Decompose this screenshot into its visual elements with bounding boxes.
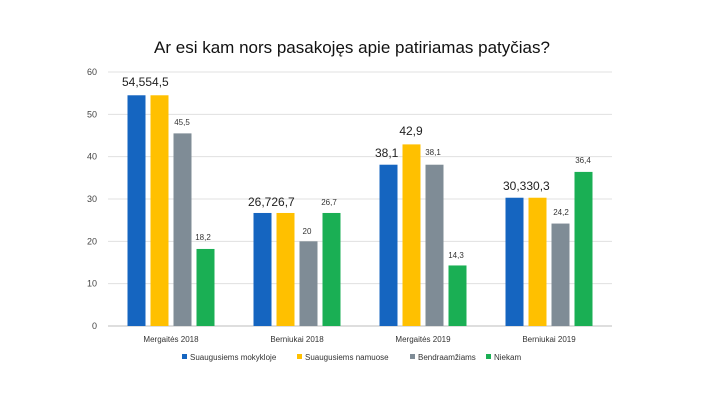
y-tick-label: 40 (87, 152, 97, 162)
chart-title: Ar esi kam nors pasakojęs apie patiriama… (154, 38, 550, 57)
data-label: 26,726,7 (248, 195, 295, 209)
bar (425, 164, 444, 326)
data-label: 14,3 (448, 251, 464, 260)
x-tick-label: Berniukai 2018 (270, 335, 324, 344)
data-label: 54,554,5 (122, 75, 169, 89)
y-tick-label: 10 (87, 279, 97, 289)
data-labels: 54,554,545,518,226,726,72026,738,142,938… (122, 75, 591, 260)
legend-label: Suaugusiems namuose (305, 353, 389, 362)
bar (299, 241, 318, 326)
y-tick-label: 30 (87, 194, 97, 204)
y-axis: 0 10 20 30 40 50 60 (87, 67, 97, 331)
x-tick-label: Mergaitės 2019 (395, 335, 451, 344)
bar (253, 212, 272, 326)
bar (448, 265, 467, 326)
data-label: 18,2 (195, 233, 211, 242)
y-tick-label: 60 (87, 67, 97, 77)
y-tick-label: 50 (87, 109, 97, 119)
data-label: 26,7 (321, 198, 337, 207)
bar (322, 212, 341, 326)
gridlines (108, 71, 612, 327)
y-tick-label: 0 (92, 321, 97, 331)
bar (402, 144, 421, 326)
data-label: 38,1 (425, 148, 441, 157)
y-tick-label: 20 (87, 236, 97, 246)
bar (505, 197, 524, 326)
legend-label: Suaugusiems mokykloje (190, 353, 277, 362)
data-label: 24,2 (553, 208, 569, 217)
x-tick-label: Mergaitės 2018 (143, 335, 199, 344)
legend-label: Niekam (494, 353, 521, 362)
x-tick-label: Berniukai 2019 (522, 335, 576, 344)
legend-swatch (410, 354, 415, 359)
legend: Suaugusiems mokykloje Suaugusiems namuose… (182, 353, 521, 362)
data-label: 36,4 (575, 156, 591, 165)
bar (173, 133, 192, 326)
data-label: 38,1 (375, 146, 399, 160)
bar (276, 212, 295, 326)
data-label: 30,330,3 (503, 179, 550, 193)
bar (551, 223, 570, 326)
bar (127, 95, 146, 327)
legend-swatch (297, 354, 302, 359)
bar (574, 171, 593, 326)
bars (127, 95, 593, 327)
bar (379, 164, 398, 326)
bar (196, 248, 215, 326)
legend-swatch (182, 354, 187, 359)
data-label: 20 (303, 227, 312, 236)
data-label: 42,9 (399, 124, 423, 138)
bar (150, 95, 169, 327)
data-label: 45,5 (174, 118, 190, 127)
bar (528, 197, 547, 326)
legend-swatch (486, 354, 491, 359)
x-axis: Mergaitės 2018 Berniukai 2018 Mergaitės 20… (143, 335, 576, 344)
legend-label: Bendraamžiams (418, 353, 476, 362)
